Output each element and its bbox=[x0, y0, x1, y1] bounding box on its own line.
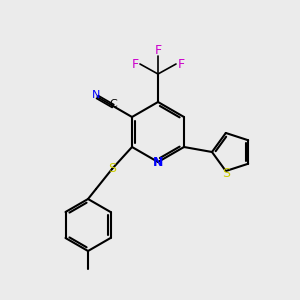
Text: N: N bbox=[92, 90, 100, 100]
Text: N: N bbox=[153, 155, 163, 169]
Text: C: C bbox=[109, 99, 117, 109]
Text: F: F bbox=[177, 58, 184, 70]
Text: S: S bbox=[222, 167, 230, 179]
Text: F: F bbox=[131, 58, 139, 70]
Text: F: F bbox=[154, 44, 162, 58]
Text: S: S bbox=[108, 163, 116, 176]
